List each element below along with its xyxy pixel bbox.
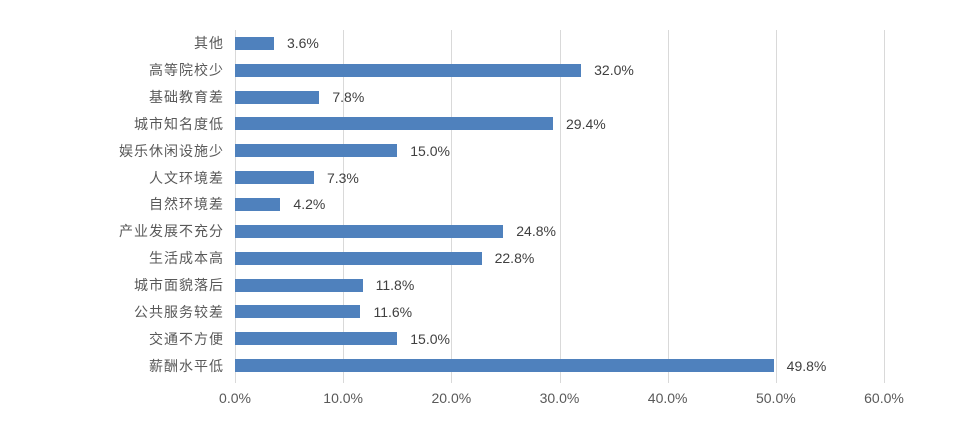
bar [235,63,582,77]
gridline [559,30,561,379]
category-label: 娱乐休闲设施少 [119,142,224,159]
axis-tick-mark [559,379,561,383]
bar [235,224,504,238]
category-label: 人文环境差 [149,169,224,186]
axis-tick-label: 20.0% [431,390,472,406]
bar-row: 7.3% [235,164,884,191]
bar [235,144,398,158]
bar [235,278,363,292]
value-label: 11.6% [373,303,413,320]
bar [235,251,482,265]
bar-row: 7.8% [235,84,884,111]
bar-row: 49.8% [235,352,884,379]
axis-tick-label: 50.0% [755,390,796,406]
axis-tick-mark [451,379,453,383]
bar-row: 15.0% [235,325,884,352]
axis-tick-label: 10.0% [323,390,364,406]
category-label: 城市面貌落后 [134,277,224,294]
axis-tick-label: 40.0% [647,390,688,406]
gridline [451,30,453,379]
category-label: 薪酬水平低 [149,357,224,374]
value-label: 29.4% [566,115,606,132]
bar [235,305,361,319]
plot-area: 3.6% 32.0% 7.8% 29.4% 15.0% 7.3% 4.2% 24.8% 22.8… [235,30,885,379]
bar [235,171,314,185]
axis-tick-label: 30.0% [539,390,580,406]
category-label: 产业发展不充分 [119,223,224,240]
gridline [343,30,345,379]
value-label: 7.3% [326,169,359,186]
bar-row: 11.8% [235,272,884,299]
gridline [775,30,777,379]
axis-tick-mark [235,379,236,383]
category-label: 公共服务较差 [134,303,224,320]
category-label: 城市知名度低 [134,115,224,132]
bar-row: 29.4% [235,111,884,138]
value-label: 49.8% [786,357,827,374]
value-label: 24.8% [516,223,556,240]
bar-rows: 3.6% 32.0% 7.8% 29.4% 15.0% 7.3% 4.2% 24.8% 22.8… [235,30,884,379]
axis-tick-mark [667,379,669,383]
bar-row: 22.8% [235,245,884,272]
gridline [884,30,885,379]
bar [235,197,281,211]
category-label: 高等院校少 [149,62,224,79]
axis-tick-mark [343,379,345,383]
category-label: 交通不方便 [149,330,224,347]
category-label: 自然环境差 [149,196,224,213]
bar [235,332,398,346]
axis-tick-label: 0.0% [219,390,251,406]
category-labels: 其他高等院校少基础教育差城市知名度低娱乐休闲设施少人文环境差自然环境差产业发展不… [0,30,224,379]
bar-row: 4.2% [235,191,884,218]
bar-row: 11.6% [235,298,884,325]
axis-tick-mark [775,379,777,383]
value-label: 15.0% [410,142,450,159]
value-label: 32.0% [594,62,634,79]
value-label: 11.8% [375,277,415,294]
axis-tick-mark [884,379,885,383]
x-axis: 0.0% 10.0% 20.0% 30.0% 40.0% 50.0% 60.0% [219,379,904,419]
bar [235,36,274,50]
category-label: 生活成本高 [149,250,224,267]
value-label: 3.6% [286,35,319,52]
value-label: 4.2% [293,196,326,213]
bar-row: 24.8% [235,218,884,245]
category-label: 其他 [194,35,224,52]
value-label: 22.8% [494,250,535,267]
value-label: 7.8% [332,89,365,106]
bar-row: 3.6% [235,30,884,57]
bar [235,90,320,104]
bar [235,117,553,131]
gridline [667,30,669,379]
bar [235,359,774,373]
value-label: 15.0% [410,330,450,347]
bar-row: 32.0% [235,57,884,84]
category-label: 基础教育差 [149,89,224,106]
axis-tick-label: 60.0% [864,390,904,406]
bar-row: 15.0% [235,137,884,164]
